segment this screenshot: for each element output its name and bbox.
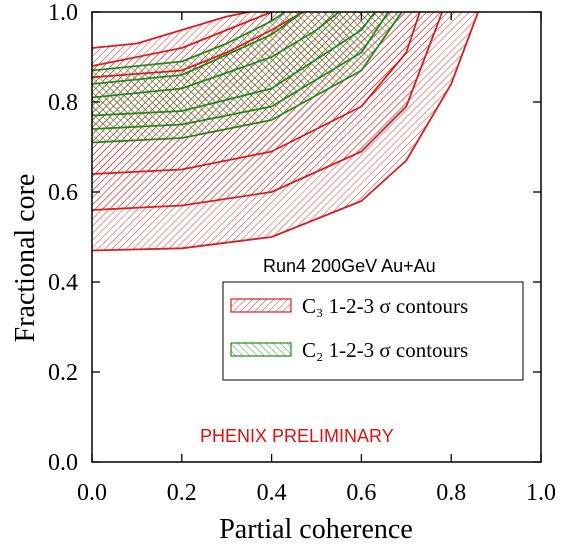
c2-3sigma-lower-contour <box>92 12 403 144</box>
y-tick-label: 0.2 <box>48 360 78 386</box>
y-tick-label: 0.8 <box>48 90 78 116</box>
y-tick-label: 1.0 <box>48 0 78 26</box>
c2-3sigma-upper-contour <box>92 12 286 72</box>
legend-swatch-c2 <box>230 342 292 357</box>
contour-bands <box>92 12 479 251</box>
run-annotation: Run4 200GeV Au+Au <box>263 256 436 276</box>
axis-ticks: 0.0 0.2 0.4 0.6 0.8 1.0 0.0 0.2 0.4 0.6 0.8 1.0 <box>48 0 556 506</box>
y-axis-label: Fractional core <box>10 174 41 343</box>
legend-swatch-c3 <box>230 298 292 313</box>
x-tick-label: 0.4 <box>257 480 287 506</box>
y-tick-label: 0.6 <box>48 180 78 206</box>
c3-2sigma-lower-contour <box>92 12 444 211</box>
c3-1sigma-lower-contour <box>92 12 421 175</box>
legend-box <box>222 281 524 381</box>
c3-3sigma-lower-contour <box>92 12 479 252</box>
y-tick-label: 0.4 <box>48 270 78 296</box>
legend-label-c3: C₃ 1-2-3 σ contours <box>302 294 468 318</box>
x-axis-label: Partial coherence <box>219 514 413 545</box>
c3-2sigma-upper-contour <box>92 12 272 67</box>
c2-2sigma-lower-contour <box>92 12 390 130</box>
x-tick-label: 0.2 <box>167 480 197 506</box>
plot-frame <box>91 11 542 463</box>
y-tick-label: 0.0 <box>48 450 78 476</box>
x-tick-label: 1.0 <box>526 480 556 506</box>
phenix-annotation: PHENIX PRELIMINARY <box>200 426 394 446</box>
legend-label-c2: C₂ 1-2-3 σ contours <box>302 338 468 362</box>
x-tick-label: 0.0 <box>77 480 107 506</box>
c3-1sigma-upper-contour <box>92 12 304 79</box>
c3-3sigma-upper-contour <box>92 12 250 49</box>
contour-lines <box>92 12 479 252</box>
c2-2sigma-upper-contour <box>92 12 304 85</box>
x-tick-label: 0.6 <box>346 480 376 506</box>
x-tick-label: 0.8 <box>436 480 466 506</box>
legend: C₃ 1-2-3 σ contours C₂ 1-2-3 σ contours <box>222 281 524 381</box>
c2-1sigma-upper-contour <box>92 12 340 99</box>
c2-1sigma-lower-contour <box>92 12 376 117</box>
